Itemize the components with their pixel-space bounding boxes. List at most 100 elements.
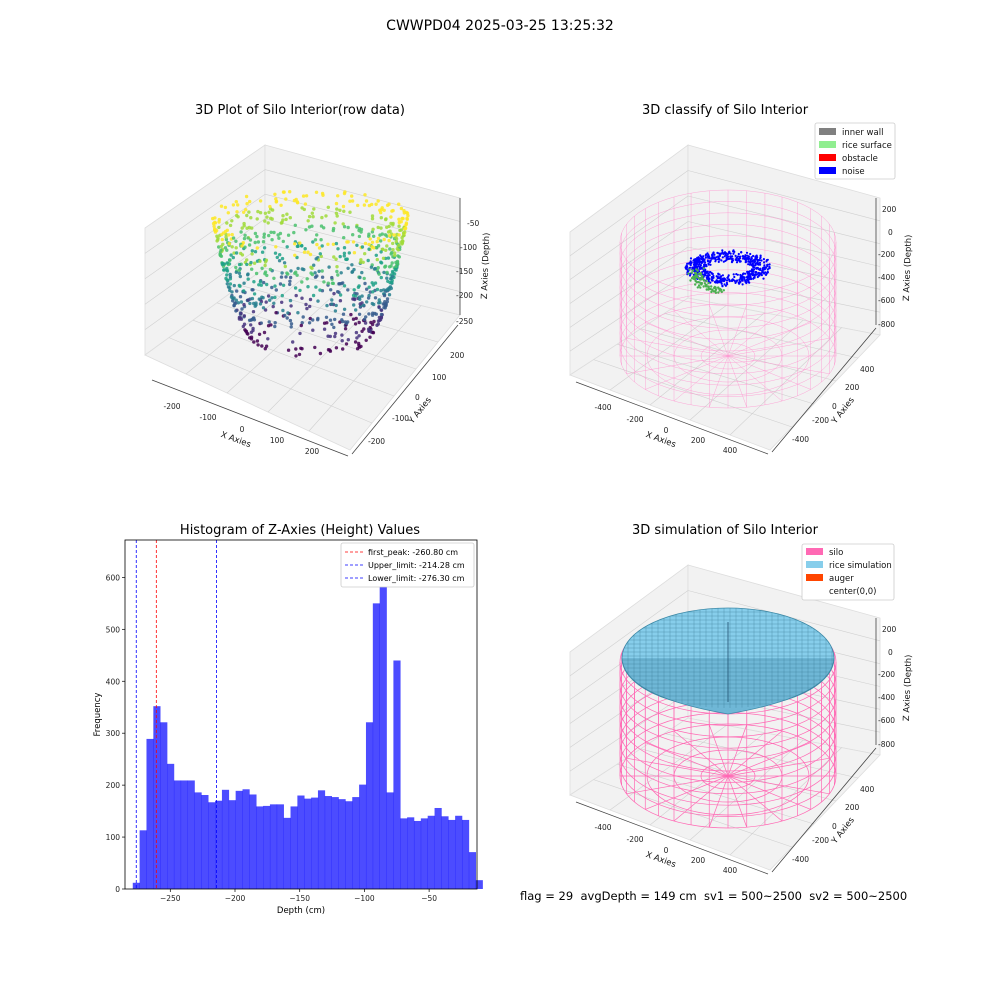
classify-ztick: -400 [878,273,895,282]
raw-point [257,283,261,287]
raw-point [252,261,257,265]
histogram-bar [173,780,182,889]
noise-point [706,259,709,262]
raw-point [255,259,260,263]
histogram-ytick-label: 0 [115,885,120,894]
raw-point [294,293,298,298]
raw-point [250,267,254,271]
raw-point [368,290,372,294]
noise-point [706,252,709,255]
raw-point [280,293,284,298]
raw-point [320,269,324,273]
raw-point [366,258,370,263]
histogram-ytick-label: 400 [106,677,121,686]
rice-surface-point [699,278,702,281]
raw-point [295,255,299,260]
raw-point [251,310,256,314]
classify-ztick: 200 [882,205,897,214]
raw-point [248,199,252,204]
raw-point [268,298,272,302]
histogram-legend: first_peak: -260.80 cm Upper_limit: -214.… [340,542,475,588]
raw-point [266,337,270,341]
raw-point [332,325,336,330]
noise-point [717,260,720,263]
classify-legend: inner wall rice surface obstacle noise [814,122,896,180]
raw-point [211,221,216,226]
rice-surface-point [709,287,712,291]
noise-point [700,261,703,265]
raw-point [352,251,357,255]
raw-point [263,263,267,268]
noise-point [721,277,724,280]
raw-point [291,340,295,344]
raw-point [346,320,350,324]
raw-point [258,302,263,306]
raw-point [397,233,401,237]
raw-point [280,271,284,275]
histogram-legend-label: Lower_limit: -276.30 cm [368,574,465,583]
raw-point [211,216,215,221]
raw-point [384,248,388,252]
noise-point [721,274,724,277]
noise-point [755,257,758,260]
raw-ytick: 100 [432,373,447,382]
raw-point [280,300,284,304]
raw-point [363,241,368,246]
raw-point [368,335,372,339]
noise-point [748,281,751,284]
noise-point [725,279,729,282]
rice-surface-point [700,283,703,286]
raw-point [217,220,221,224]
histogram-bar [146,738,154,889]
raw-point [232,296,236,300]
raw-ztick: -100 [460,243,477,252]
raw-point [262,232,266,236]
raw-point [393,253,397,258]
raw-point [311,215,315,219]
raw-point [402,211,406,215]
histogram-legend-box [340,542,475,588]
noise-point [737,255,740,258]
raw-point [229,295,234,299]
raw-point [351,293,356,298]
raw-point [377,272,381,276]
raw-point [262,235,266,239]
noise-point [716,251,719,254]
raw-point [252,292,257,296]
rice-surface-point [690,271,693,274]
raw-point [293,253,297,257]
raw-point [263,347,267,351]
raw-point [388,247,392,251]
raw-point [337,282,341,286]
raw-point [265,215,269,219]
histogram-bar [153,706,161,889]
raw-point [300,280,304,284]
raw-point [394,268,398,272]
noise-point [743,257,746,260]
raw-point [279,203,283,207]
raw-point [237,268,242,272]
raw-point [335,265,339,269]
raw-point [264,300,268,304]
raw-point [310,211,314,215]
rice-surface-point [688,268,691,271]
raw-point [239,230,243,234]
raw-point [376,319,381,323]
raw-point [370,301,374,306]
classify-ytick: -200 [812,416,829,425]
raw-point [288,282,292,287]
rice-surface-point [695,268,698,271]
sim-xtick: 400 [723,866,738,875]
noise-point [727,274,730,277]
raw-point [300,244,304,248]
raw-point [258,211,263,215]
raw-point [302,207,306,212]
raw-point [244,329,249,334]
raw-point [385,225,389,229]
raw-point [272,301,276,305]
raw-point [370,230,375,234]
noise-point [762,258,765,261]
raw-point [223,205,228,210]
raw-zlabel: Z Axies (Depth) [480,232,492,299]
noise-point [748,270,752,273]
